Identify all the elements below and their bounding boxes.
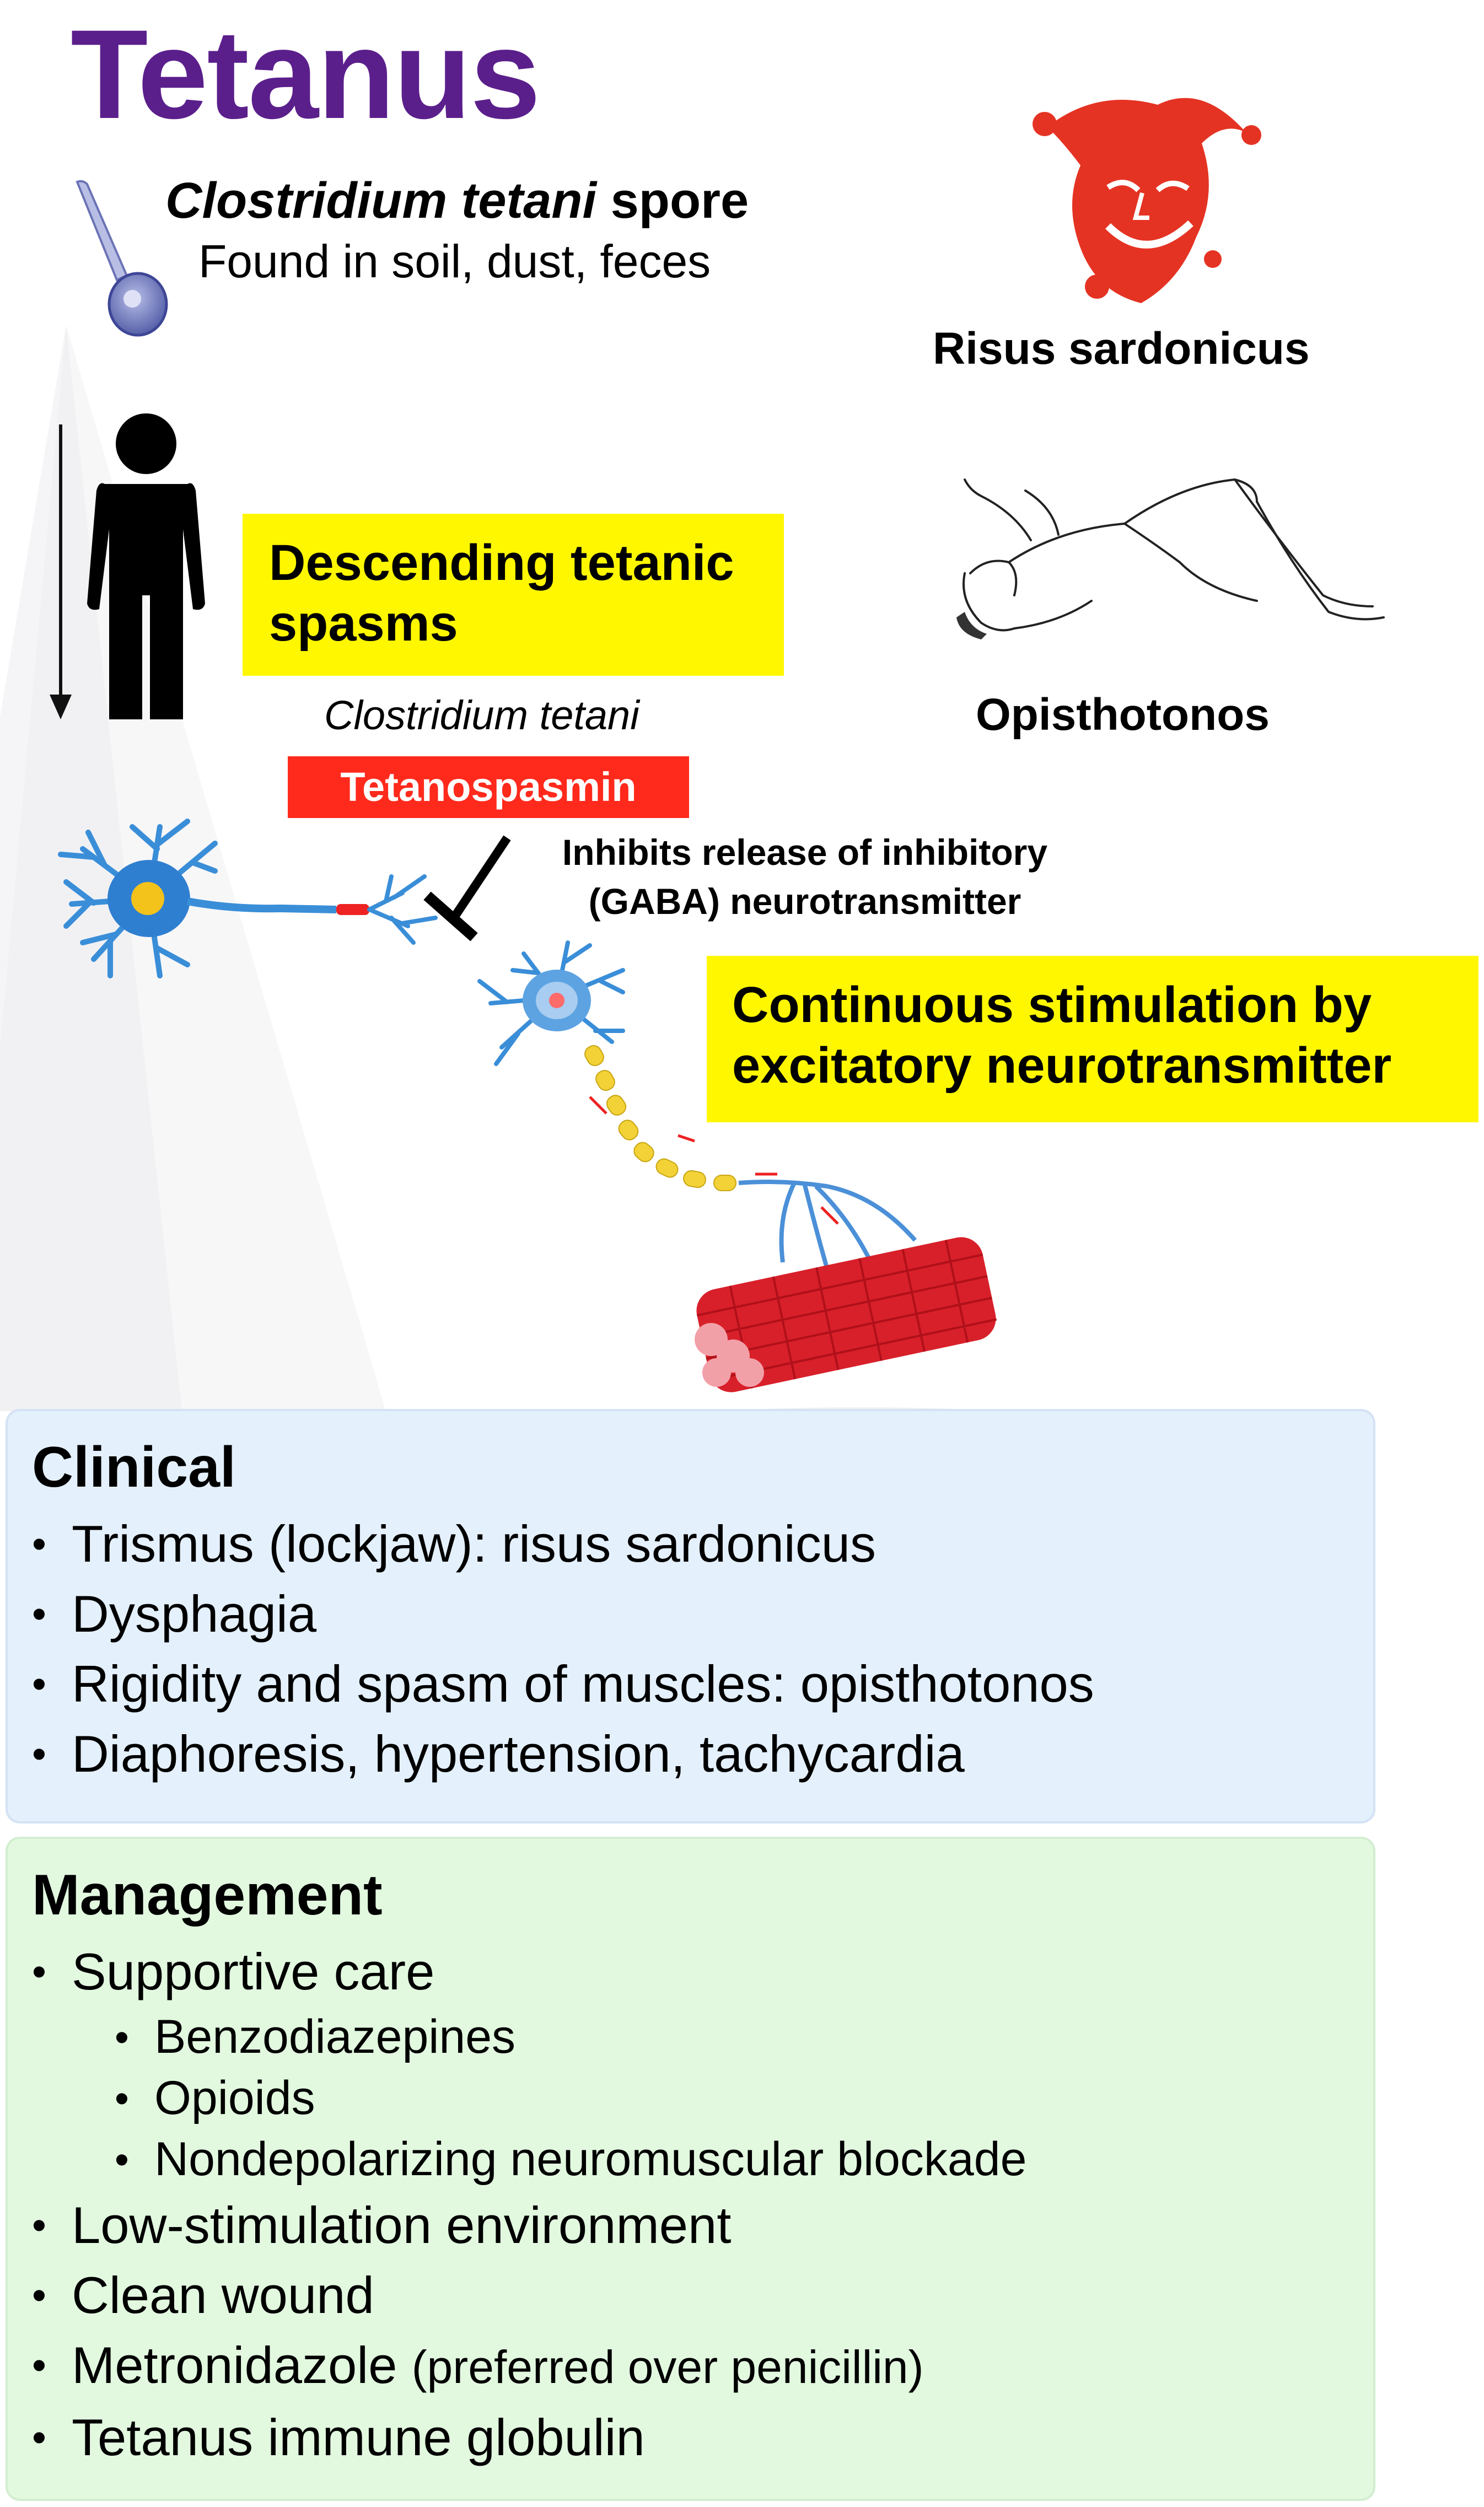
presynaptic-neuron-icon: [58, 819, 438, 978]
clinical-heading: Clinical: [32, 1435, 236, 1499]
list-item: Trismus (lockjaw): risus sardonicus: [32, 1509, 1353, 1579]
tetanospasmin-label: Tetanospasmin: [288, 756, 689, 818]
list-item: Dysphagia: [32, 1579, 1353, 1649]
list-item: Tetanus immune globulin: [32, 2402, 1353, 2472]
management-panel: Management Supportive care Benzodiazepin…: [6, 1837, 1375, 2501]
jester-mask-icon: [1033, 98, 1261, 303]
list-item: Opioids: [32, 2068, 1353, 2129]
organism-label: Clostridium tetani: [324, 692, 639, 738]
list-item: Clean wound: [32, 2260, 1353, 2330]
down-arrow-icon: [50, 424, 72, 719]
spore-source: Found in soil, dust, feces: [198, 235, 711, 287]
person-icon: [87, 413, 205, 719]
opisthotonos-label: Opisthotonos: [976, 690, 1270, 740]
list-item: Supportive care: [32, 1936, 1353, 2006]
clinical-list: Trismus (lockjaw): risus sardonicus Dysp…: [32, 1509, 1353, 1789]
inhibits-line-1: Inhibits release of inhibitory: [562, 832, 1048, 873]
continuous-stimulation-box: Continuous stimulation by excitatory neu…: [707, 956, 1478, 1122]
list-item: Metronidazole (preferred over penicillin…: [32, 2330, 1353, 2402]
list-item: Nondepolarizing neuromuscular blockade: [32, 2129, 1353, 2190]
inhibits-release-text: Inhibits release of inhibitory (GABA) ne…: [518, 828, 1092, 926]
opisthotonos-figure-icon: [956, 478, 1385, 639]
metronidazole-label: Metronidazole: [72, 2336, 397, 2394]
inhibition-arrow-icon: [423, 835, 511, 942]
spore-organism: Clostridium tetani: [165, 173, 597, 229]
inhibits-line-2: (GABA) neurotransmitter: [588, 881, 1021, 922]
descending-spasms-box: Descending tetanic spasms: [243, 514, 784, 676]
spore-icon: [76, 180, 168, 337]
spore-word: spore: [610, 173, 749, 229]
list-item: Benzodiazepines: [32, 2006, 1353, 2068]
spore-name: Clostridium tetani spore: [165, 172, 749, 230]
page-title: Tetanus: [71, 3, 541, 145]
clinical-panel: Clinical Trismus (lockjaw): risus sardon…: [6, 1409, 1375, 1823]
metronidazole-note: (preferred over penicillin): [411, 2341, 924, 2393]
management-heading: Management: [32, 1863, 383, 1927]
list-item: Rigidity and spasm of muscles: opisthoto…: [32, 1649, 1353, 1719]
list-item: Low-stimulation environment: [32, 2190, 1353, 2260]
list-item: Diaphoresis, hypertension, tachycardia: [32, 1719, 1353, 1789]
risus-label: Risus sardonicus: [933, 324, 1310, 374]
management-list: Supportive care Benzodiazepines Opioids …: [32, 1936, 1353, 2472]
